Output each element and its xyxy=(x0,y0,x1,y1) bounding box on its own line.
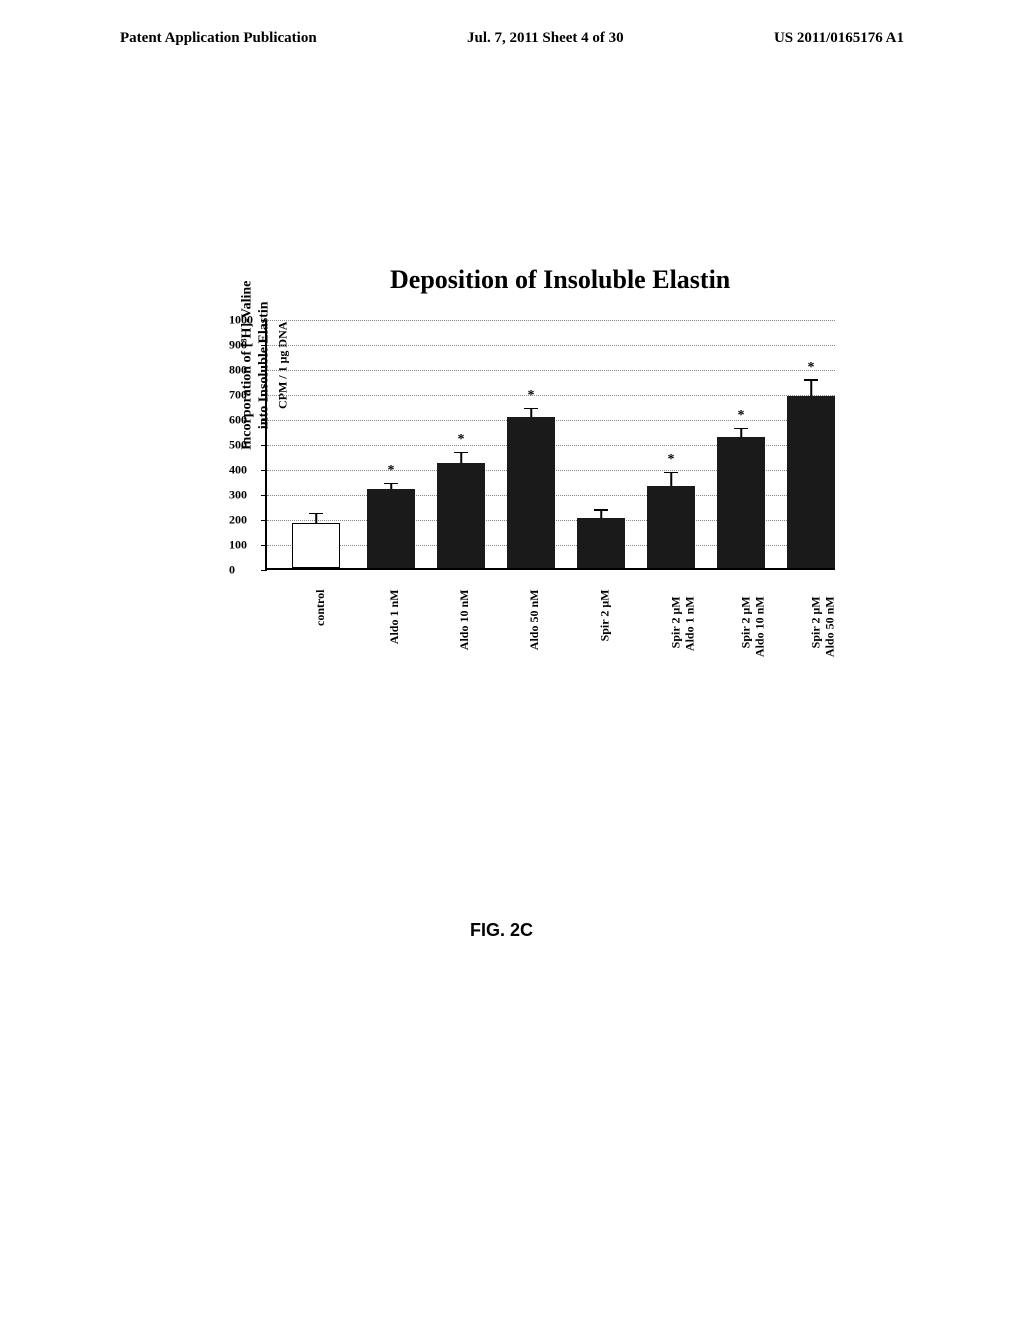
y-tick xyxy=(261,420,267,421)
figure-label: FIG. 2C xyxy=(470,920,533,941)
x-axis-label: Spir 2 μMAldo 1 nM xyxy=(669,596,698,651)
bar xyxy=(717,437,765,568)
x-axis-label: Spir 2 μM xyxy=(598,590,613,642)
y-tick xyxy=(261,470,267,471)
header-left: Patent Application Publication xyxy=(120,30,317,47)
y-tick-label: 1000 xyxy=(229,313,253,328)
error-bar xyxy=(670,473,672,486)
bar xyxy=(577,518,625,568)
y-tick-label: 700 xyxy=(229,388,247,403)
y-tick-label: 300 xyxy=(229,488,247,503)
y-tick-label: 100 xyxy=(229,538,247,553)
y-tick xyxy=(261,345,267,346)
grid-line xyxy=(267,370,835,371)
grid-line xyxy=(267,395,835,396)
plot-area: 01002003004005006007008009001000control*… xyxy=(265,320,835,570)
bar xyxy=(292,523,340,568)
error-bar xyxy=(600,511,602,519)
y-tick xyxy=(261,495,267,496)
y-tick-label: 900 xyxy=(229,338,247,353)
y-tick-label: 600 xyxy=(229,413,247,428)
header-center: Jul. 7, 2011 Sheet 4 of 30 xyxy=(467,30,624,47)
y-tick-label: 0 xyxy=(229,563,235,578)
error-bar xyxy=(390,484,392,489)
error-bar xyxy=(740,429,742,437)
bar xyxy=(787,396,835,569)
x-axis-label: Aldo 1 nM xyxy=(388,590,403,645)
error-bar xyxy=(810,381,812,396)
y-tick xyxy=(261,545,267,546)
error-bar xyxy=(315,514,317,523)
error-cap xyxy=(454,452,468,454)
bar xyxy=(647,486,695,569)
error-cap xyxy=(309,513,323,515)
error-cap xyxy=(524,408,538,410)
y-tick-label: 200 xyxy=(229,513,247,528)
y-tick xyxy=(261,395,267,396)
y-tick-label: 400 xyxy=(229,463,247,478)
grid-line xyxy=(267,345,835,346)
error-cap xyxy=(594,509,608,511)
y-tick xyxy=(261,570,267,571)
significance-marker: * xyxy=(528,388,535,404)
page-header: Patent Application Publication Jul. 7, 2… xyxy=(0,0,1024,47)
grid-line xyxy=(267,320,835,321)
significance-marker: * xyxy=(738,408,745,424)
header-right: US 2011/0165176 A1 xyxy=(774,30,904,47)
error-cap xyxy=(734,428,748,430)
bar xyxy=(437,463,485,568)
x-axis-label: Aldo 50 nM xyxy=(528,590,543,651)
x-axis-label: control xyxy=(313,590,328,626)
error-cap xyxy=(384,483,398,485)
y-tick xyxy=(261,520,267,521)
significance-marker: * xyxy=(388,463,395,479)
error-cap xyxy=(804,379,818,381)
x-axis-label: Spir 2 μMAldo 10 nM xyxy=(739,596,768,657)
significance-marker: * xyxy=(458,432,465,448)
error-bar xyxy=(530,409,532,417)
y-tick xyxy=(261,320,267,321)
bar xyxy=(507,417,555,568)
y-tick xyxy=(261,445,267,446)
y-tick xyxy=(261,370,267,371)
error-cap xyxy=(664,472,678,474)
error-bar xyxy=(460,453,462,463)
y-tick-label: 800 xyxy=(229,363,247,378)
bar xyxy=(367,489,415,568)
x-axis-label: Spir 2 μMAldo 50 nM xyxy=(809,596,838,657)
y-tick-label: 500 xyxy=(229,438,247,453)
significance-marker: * xyxy=(668,452,675,468)
x-axis-label: Aldo 10 nM xyxy=(458,590,473,651)
bar-chart: Deposition of Insoluble Elastin Incorpor… xyxy=(140,310,870,790)
significance-marker: * xyxy=(808,360,815,376)
chart-title: Deposition of Insoluble Elastin xyxy=(390,265,730,295)
